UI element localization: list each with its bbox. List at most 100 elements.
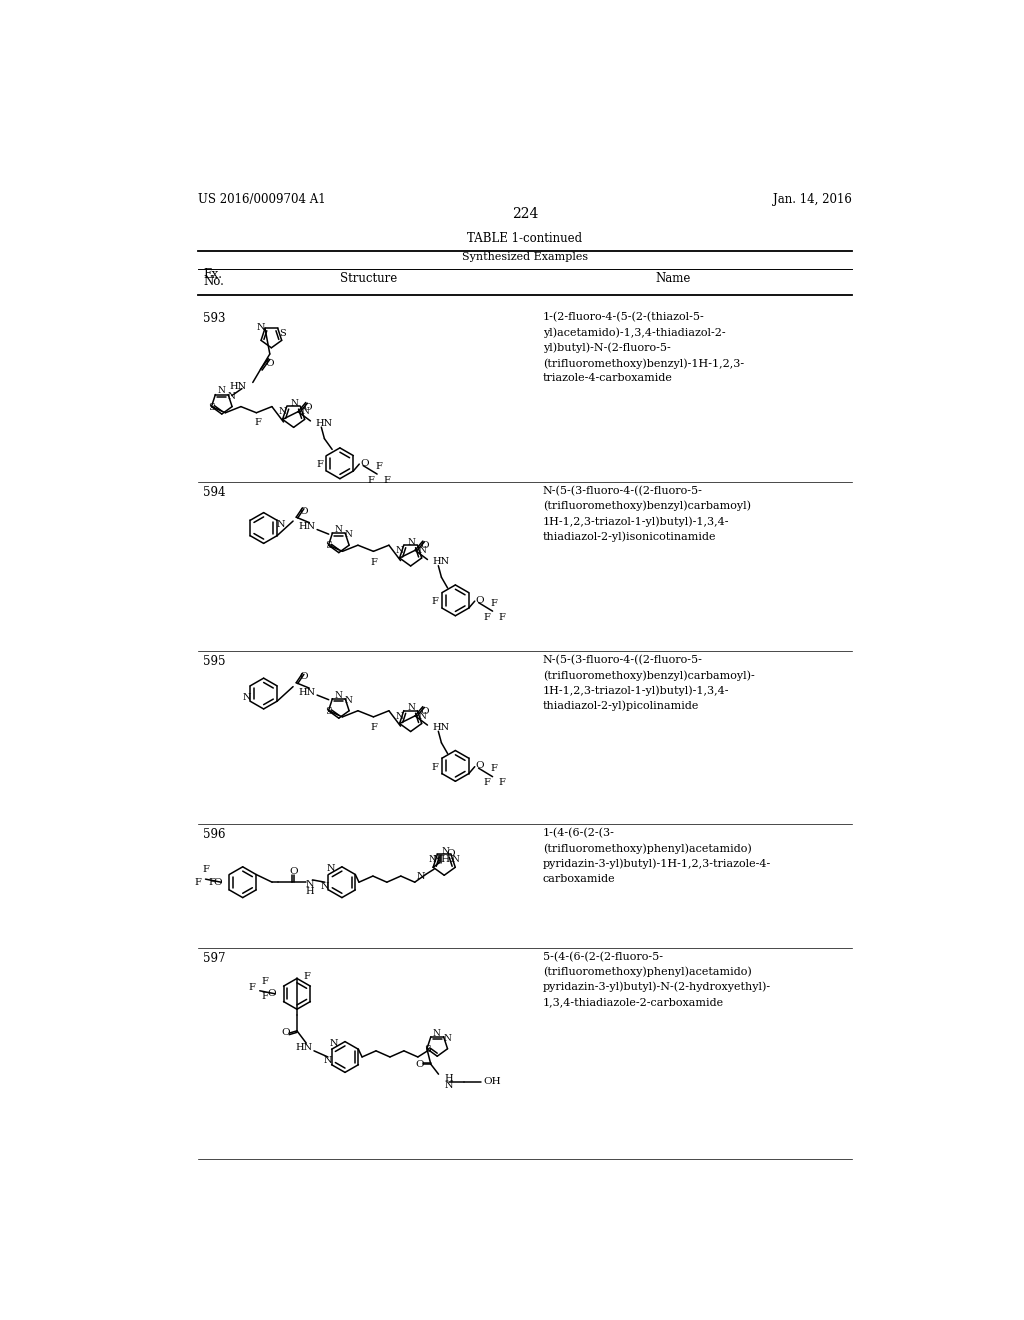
Text: F: F — [499, 779, 505, 787]
Text: NH₂: NH₂ — [433, 855, 455, 865]
Text: O: O — [300, 672, 308, 681]
Text: 1-(4-(6-(2-(3-
(trifluoromethoxy)phenyl)acetamido)
pyridazin-3-yl)butyl)-1H-1,2,: 1-(4-(6-(2-(3- (trifluoromethoxy)phenyl)… — [543, 829, 771, 883]
Text: N: N — [324, 1056, 332, 1065]
Text: S: S — [326, 541, 332, 550]
Text: O: O — [420, 706, 429, 715]
Text: N: N — [330, 1039, 338, 1048]
Text: 593: 593 — [203, 313, 225, 326]
Text: F: F — [303, 973, 310, 981]
Text: F: F — [195, 878, 201, 887]
Text: HN: HN — [432, 723, 450, 731]
Text: N: N — [256, 323, 265, 333]
Text: O: O — [475, 595, 484, 605]
Text: N: N — [217, 387, 225, 396]
Text: 594: 594 — [203, 486, 225, 499]
Text: 5-(4-(6-(2-(2-fluoro-5-
(trifluoromethoxy)phenyl)acetamido)
pyridazin-3-yl)butyl: 5-(4-(6-(2-(2-fluoro-5- (trifluoromethox… — [543, 952, 771, 1007]
Text: F: F — [383, 475, 390, 484]
Text: F: F — [261, 977, 268, 986]
Text: O: O — [282, 1028, 291, 1036]
Text: F: F — [202, 866, 209, 874]
Text: Name: Name — [655, 272, 690, 285]
Text: OH: OH — [483, 1077, 501, 1086]
Text: H: H — [444, 1073, 454, 1082]
Text: Synthesized Examples: Synthesized Examples — [462, 252, 588, 263]
Text: O: O — [265, 359, 274, 368]
Text: N: N — [305, 880, 313, 888]
Text: N: N — [443, 1034, 452, 1043]
Text: HN: HN — [295, 1043, 312, 1052]
Text: N: N — [301, 408, 309, 417]
Text: O: O — [303, 403, 311, 412]
Text: F: F — [490, 599, 498, 609]
Text: N: N — [345, 531, 353, 540]
Text: F: F — [368, 475, 375, 484]
Text: N: N — [345, 696, 353, 705]
Text: 596: 596 — [203, 829, 225, 841]
Text: F: F — [261, 993, 268, 1002]
Text: 224: 224 — [512, 207, 538, 222]
Text: N: N — [228, 392, 236, 401]
Text: O: O — [300, 507, 308, 516]
Text: N: N — [243, 693, 251, 702]
Text: N: N — [419, 546, 426, 556]
Text: F: F — [370, 557, 377, 566]
Text: HN: HN — [298, 521, 315, 531]
Text: N: N — [432, 1028, 440, 1038]
Text: F: F — [375, 462, 382, 471]
Text: N: N — [429, 855, 436, 865]
Text: HN: HN — [432, 557, 450, 566]
Text: 1-(2-fluoro-4-(5-(2-(thiazol-5-
yl)acetamido)-1,3,4-thiadiazol-2-
yl)butyl)-N-(2: 1-(2-fluoro-4-(5-(2-(thiazol-5- yl)aceta… — [543, 313, 743, 383]
Text: N: N — [408, 537, 416, 546]
Text: N: N — [417, 871, 425, 880]
Text: N: N — [395, 711, 402, 721]
Text: F: F — [255, 418, 261, 428]
Text: N: N — [334, 690, 342, 700]
Text: N: N — [276, 520, 285, 528]
Text: F: F — [432, 763, 438, 772]
Text: 595: 595 — [203, 655, 225, 668]
Text: N: N — [279, 408, 286, 417]
Text: F: F — [249, 983, 255, 993]
Text: S: S — [208, 403, 215, 412]
Text: O: O — [475, 762, 484, 771]
Text: F: F — [432, 598, 438, 606]
Text: No.: No. — [203, 276, 224, 289]
Text: N: N — [419, 711, 426, 721]
Text: O: O — [360, 459, 369, 467]
Text: O: O — [213, 878, 222, 887]
Text: F: F — [483, 779, 489, 787]
Text: 597: 597 — [203, 952, 225, 965]
Text: H: H — [305, 887, 313, 896]
Text: US 2016/0009704 A1: US 2016/0009704 A1 — [198, 193, 326, 206]
Text: N-(5-(3-fluoro-4-((2-fluoro-5-
(trifluoromethoxy)benzyl)carbamoyl)
1H-1,2,3-tria: N-(5-(3-fluoro-4-((2-fluoro-5- (trifluor… — [543, 486, 751, 541]
Text: S: S — [424, 1045, 430, 1053]
Text: N: N — [441, 847, 449, 855]
Text: F: F — [483, 612, 489, 622]
Text: TABLE 1-continued: TABLE 1-continued — [467, 231, 583, 244]
Text: Jan. 14, 2016: Jan. 14, 2016 — [773, 193, 852, 206]
Text: N: N — [291, 399, 298, 408]
Text: N: N — [321, 882, 329, 891]
Text: Ex.: Ex. — [203, 268, 222, 281]
Text: F: F — [499, 612, 505, 622]
Text: HN: HN — [229, 381, 247, 391]
Text: N: N — [334, 525, 342, 535]
Text: HN: HN — [298, 688, 315, 697]
Text: Structure: Structure — [340, 272, 397, 285]
Text: F: F — [208, 878, 215, 887]
Text: O: O — [267, 990, 276, 998]
Text: N: N — [408, 704, 416, 713]
Text: F: F — [490, 764, 498, 774]
Text: N: N — [452, 855, 460, 865]
Text: F: F — [316, 461, 324, 470]
Text: O: O — [416, 1060, 424, 1069]
Text: N: N — [395, 546, 402, 556]
Text: O: O — [445, 849, 455, 858]
Text: N: N — [444, 1081, 454, 1090]
Text: S: S — [326, 706, 332, 715]
Text: N: N — [327, 863, 335, 873]
Text: N-(5-(3-fluoro-4-((2-fluoro-5-
(trifluoromethoxy)benzyl)carbamoyl)-
1H-1,2,3-tri: N-(5-(3-fluoro-4-((2-fluoro-5- (trifluor… — [543, 655, 755, 711]
Text: O: O — [290, 867, 298, 876]
Text: O: O — [420, 541, 429, 550]
Text: F: F — [370, 723, 377, 733]
